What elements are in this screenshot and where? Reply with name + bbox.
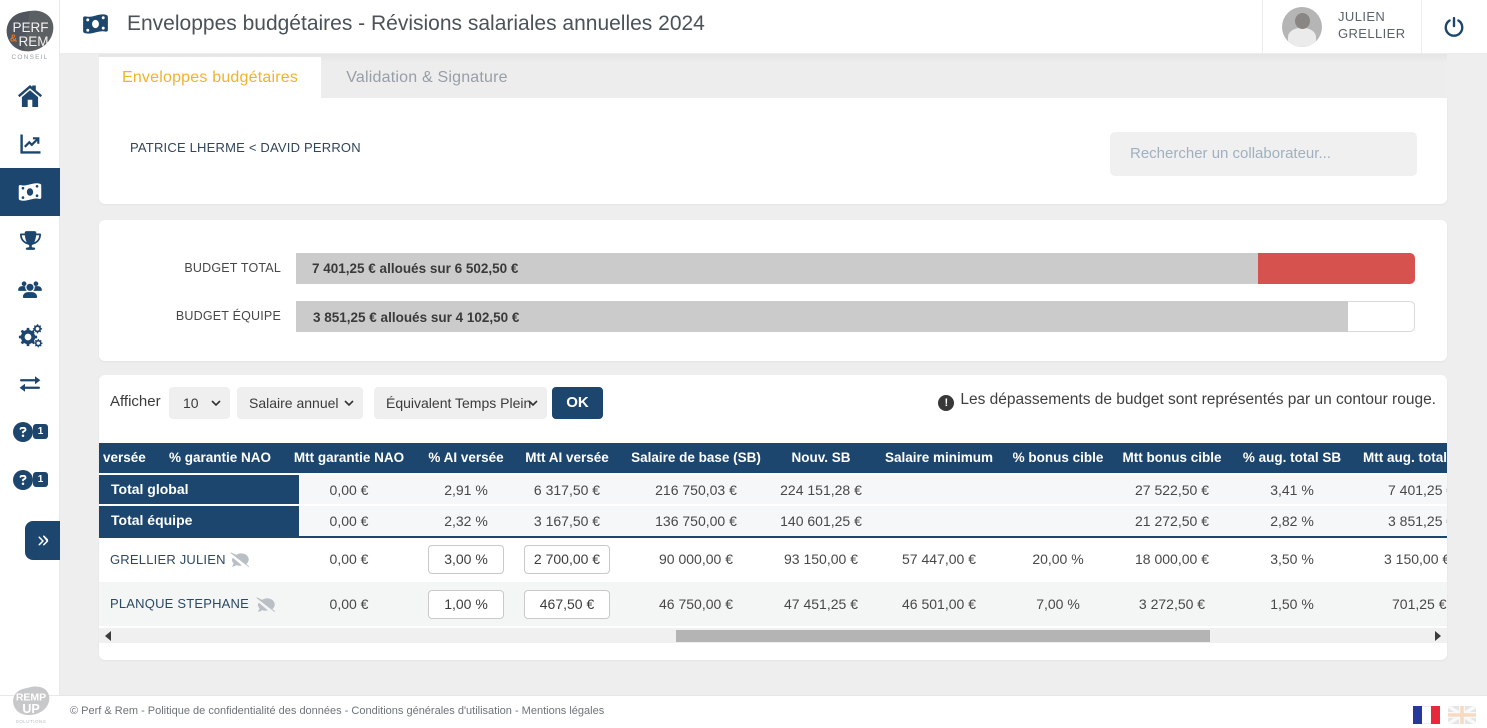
svg-text:UP: UP bbox=[22, 702, 39, 716]
svg-text:REM: REM bbox=[19, 34, 49, 49]
svg-text:PERF: PERF bbox=[12, 20, 48, 35]
svg-text:CONSEIL: CONSEIL bbox=[12, 54, 49, 61]
svg-text:REMP: REMP bbox=[16, 692, 46, 704]
svg-text:&: & bbox=[10, 34, 17, 45]
svg-text:SOLUTIONS: SOLUTIONS bbox=[16, 719, 47, 724]
